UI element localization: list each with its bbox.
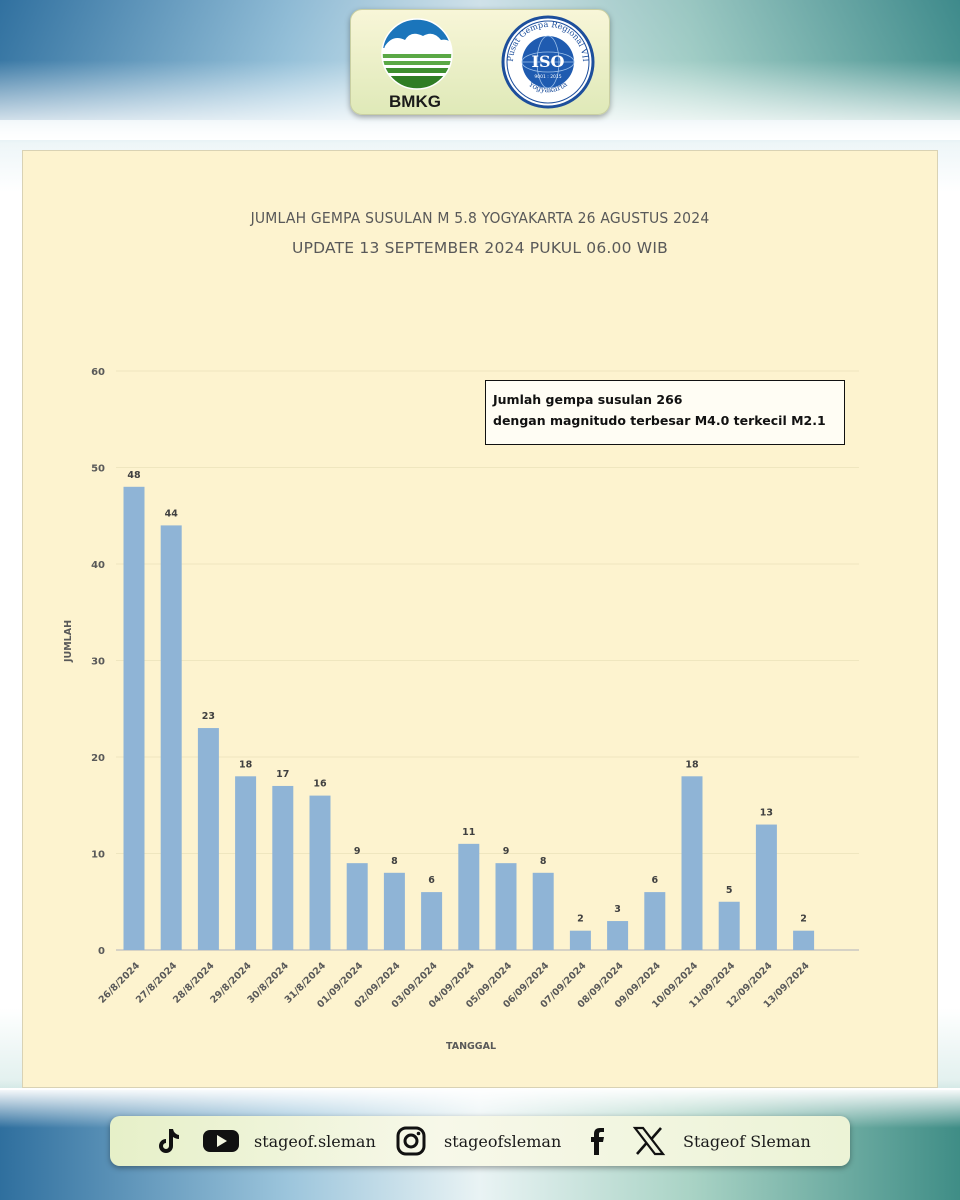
data-label: 2 xyxy=(577,914,584,925)
y-tick-label: 0 xyxy=(98,946,105,957)
bar xyxy=(272,785,294,950)
bar xyxy=(718,901,740,950)
bar xyxy=(607,921,629,950)
data-label: 17 xyxy=(276,769,289,780)
y-tick-label: 30 xyxy=(91,657,105,668)
data-label: 3 xyxy=(614,904,621,915)
annotation-line-2: dengan magnitudo terbesar M4.0 terkecil … xyxy=(493,413,826,428)
bar xyxy=(346,863,368,950)
logo-header: BMKG Pusat Gempa Regional VII Yogyakarta… xyxy=(350,9,610,115)
tiktok-icon[interactable] xyxy=(152,1125,184,1157)
bar xyxy=(644,892,666,950)
bar xyxy=(235,776,257,950)
bar xyxy=(309,795,331,950)
y-tick-label: 50 xyxy=(91,464,105,475)
bar xyxy=(755,824,777,950)
instagram-handle[interactable]: stageofsleman xyxy=(444,1131,562,1151)
instagram-icon[interactable] xyxy=(395,1125,427,1157)
bar xyxy=(421,892,443,950)
bar xyxy=(569,930,591,950)
facebook-icon[interactable] xyxy=(586,1125,608,1157)
y-tick-label: 10 xyxy=(91,850,105,861)
iso-center-text: ISO xyxy=(532,52,565,71)
y-axis-title: JUMLAH xyxy=(63,620,74,663)
youtube-handle[interactable]: stageof.sleman xyxy=(254,1131,376,1151)
annotation-box: Jumlah gempa susulan 266 dengan magnitud… xyxy=(485,380,845,445)
data-label: 23 xyxy=(202,711,215,722)
bar xyxy=(458,843,480,950)
data-label: 9 xyxy=(503,846,510,857)
y-tick-label: 40 xyxy=(91,560,105,571)
bar xyxy=(793,930,815,950)
data-label: 18 xyxy=(239,759,253,770)
data-label: 6 xyxy=(428,875,435,886)
iso-logo: Pusat Gempa Regional VII Yogyakarta ISO … xyxy=(501,15,595,109)
data-label: 11 xyxy=(462,827,475,838)
chart-panel: JUMLAH GEMPA SUSULAN M 5.8 YOGYAKARTA 26… xyxy=(22,150,938,1088)
bar xyxy=(495,863,517,950)
bar xyxy=(160,525,182,950)
bar xyxy=(532,872,554,950)
data-label: 9 xyxy=(354,846,361,857)
y-tick-label: 20 xyxy=(91,753,105,764)
bar xyxy=(197,728,219,950)
chart-title: JUMLAH GEMPA SUSULAN M 5.8 YOGYAKARTA 26… xyxy=(250,209,710,227)
data-label: 5 xyxy=(726,885,733,896)
data-label: 48 xyxy=(127,470,141,481)
iso-standard-text: 9001 : 2015 xyxy=(534,74,561,80)
bar xyxy=(123,486,145,950)
x-axis-title: TANGGAL xyxy=(446,1041,496,1052)
data-label: 13 xyxy=(760,808,773,819)
data-label: 8 xyxy=(391,856,398,867)
y-tick-label: 60 xyxy=(91,367,105,378)
bar xyxy=(681,776,703,950)
data-label: 16 xyxy=(313,779,327,790)
youtube-icon[interactable] xyxy=(202,1125,240,1157)
data-label: 6 xyxy=(651,875,658,886)
annotation-line-1: Jumlah gempa susulan 266 xyxy=(493,392,683,407)
social-bar: stageof.sleman stageofsleman Stageof Sle… xyxy=(110,1116,850,1166)
data-label: 44 xyxy=(165,508,179,519)
bmkg-label: BMKG xyxy=(389,92,441,111)
data-label: 2 xyxy=(800,914,807,925)
bmkg-logo xyxy=(381,18,453,90)
bar xyxy=(383,872,405,950)
chart-subtitle: UPDATE 13 SEPTEMBER 2024 PUKUL 06.00 WIB xyxy=(292,239,668,257)
bar-chart: 01020304050604826/8/20244427/8/20242328/… xyxy=(63,367,859,1052)
data-label: 8 xyxy=(540,856,547,867)
x-handle[interactable]: Stageof Sleman xyxy=(683,1131,811,1151)
x-icon[interactable] xyxy=(632,1125,666,1157)
data-label: 18 xyxy=(685,759,699,770)
